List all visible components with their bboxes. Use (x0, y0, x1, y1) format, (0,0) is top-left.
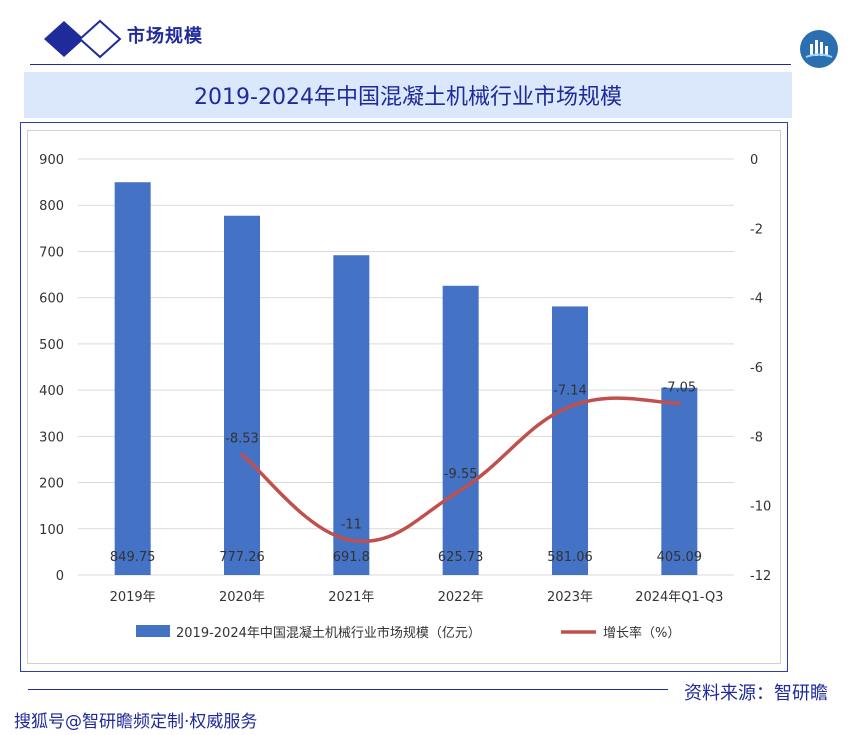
chart-svg: 0 100 200 300 400 500 600 700 800 900 0 -2 -4 -6 -8 -10… (39, 153, 771, 641)
x-tick-label: 2021年 (328, 590, 374, 605)
x-tick-label: 2024年Q1-Q3 (635, 590, 723, 605)
y-tick-label: 600 (39, 292, 64, 307)
x-tick-label: 2022年 (438, 590, 484, 605)
legend-label-bar: 2019-2024年中国混凝土机械行业市场规模（亿元） (176, 625, 481, 641)
footer-tagline: 搜狐号@智研瞻频定制·权威服务 (14, 712, 258, 732)
chart-frame: 0 100 200 300 400 500 600 700 800 900 0 -2 -4 -6 -8 -10… (20, 122, 788, 672)
bar (552, 306, 588, 575)
y2-tick-label: -8 (750, 430, 763, 445)
x-tick-label: 2020年 (219, 590, 265, 605)
line-value-label: -7.14 (553, 384, 587, 399)
line-value-label: -7.05 (663, 380, 697, 395)
x-tick-label: 2023年 (547, 590, 593, 605)
y-tick-label: 900 (39, 153, 64, 168)
bar-value-label: 849.75 (110, 550, 156, 565)
bar-value-label: 625.73 (438, 550, 484, 565)
bar (224, 215, 260, 575)
y-tick-label: 200 (39, 477, 64, 492)
line-value-label: -8.53 (225, 432, 259, 447)
section-label: 市场规模 (127, 26, 203, 47)
y-tick-label: 400 (39, 384, 64, 399)
y2-tick-label: -2 (750, 222, 763, 237)
header-divider (30, 64, 791, 65)
bar-value-label: 581.06 (547, 550, 593, 565)
bar-value-label: 691.8 (333, 550, 370, 565)
chart-title: 2019-2024年中国混凝土机械行业市场规模 (194, 85, 622, 110)
source-note: 资料来源：智研瞻 (684, 683, 828, 704)
legend-swatch-bar (136, 625, 170, 637)
y2-tick-label: 0 (750, 153, 758, 168)
y-tick-label: 700 (39, 245, 64, 260)
y2-tick-label: -10 (750, 500, 771, 515)
y-tick-label: 500 (39, 338, 64, 353)
bar (114, 182, 151, 575)
y-tick-label: 100 (39, 523, 64, 538)
growth-rate-line (240, 396, 682, 544)
footer-divider (28, 689, 668, 690)
bar (333, 255, 370, 575)
bar-value-label: 777.26 (219, 550, 265, 565)
brand-badge-icon (800, 30, 838, 68)
y2-tick-label: -6 (750, 361, 763, 376)
x-tick-label: 2019年 (110, 590, 156, 605)
brand-diamond-logo (44, 19, 122, 59)
chart-title-bar: 2019-2024年中国混凝土机械行业市场规模 (24, 72, 792, 118)
bar (661, 387, 698, 575)
legend-label-line: 增长率（%） (603, 625, 680, 641)
bar (442, 285, 479, 575)
line-value-label: -9.55 (444, 467, 478, 482)
y-tick-label: 800 (39, 199, 64, 214)
bar-value-label: 405.09 (657, 550, 703, 565)
y2-tick-label: -12 (750, 569, 771, 584)
line-value-label: -11 (341, 517, 362, 532)
chart-plot-area: 0 100 200 300 400 500 600 700 800 900 0 -2 -4 -6 -8 -10… (27, 130, 781, 664)
y2-tick-label: -4 (750, 292, 763, 307)
y-tick-label: 0 (56, 569, 64, 584)
y-tick-label: 300 (39, 430, 64, 445)
